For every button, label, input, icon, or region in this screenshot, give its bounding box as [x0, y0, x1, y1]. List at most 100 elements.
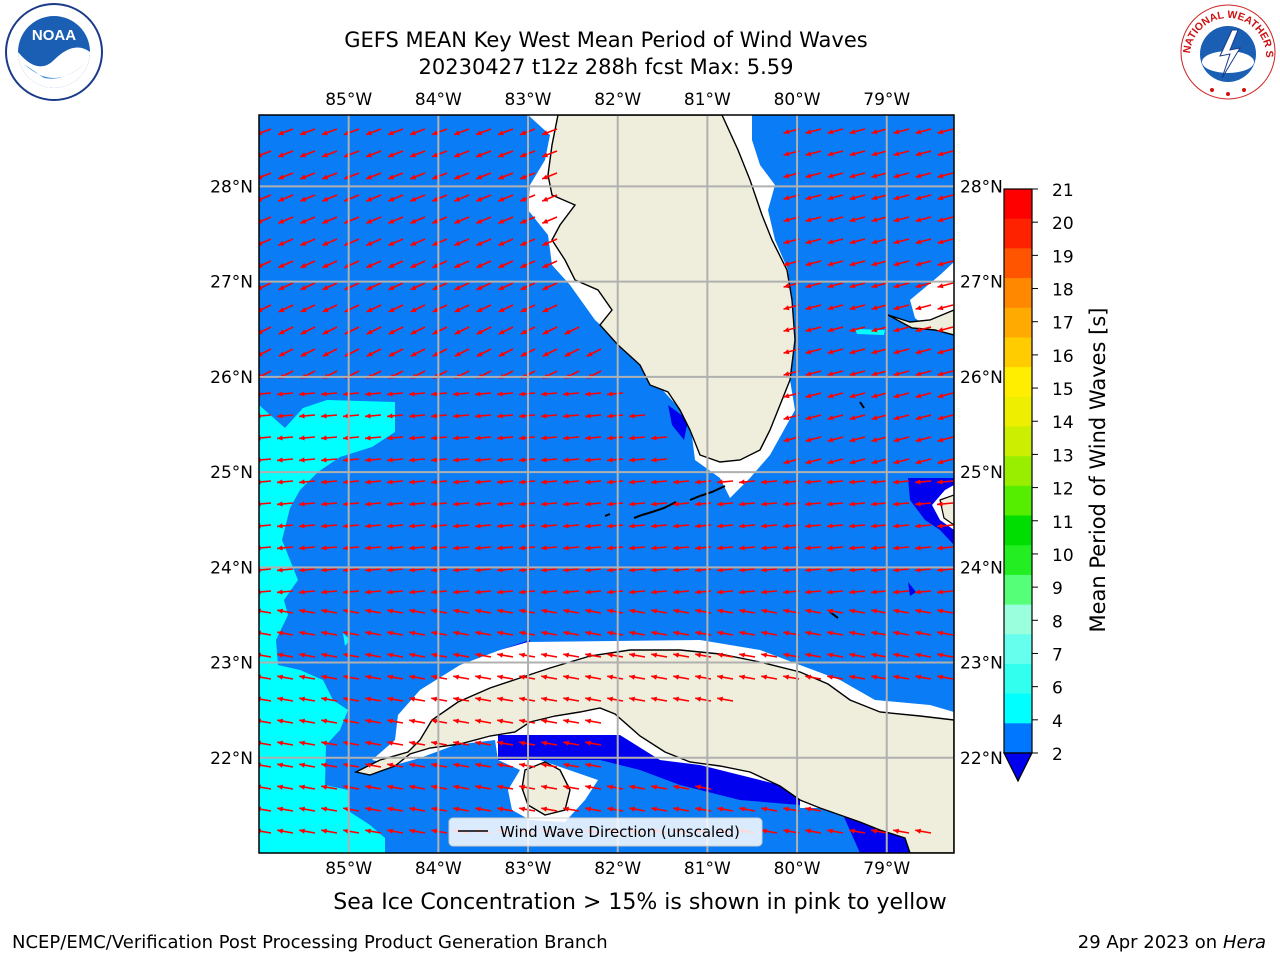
wave-direction-arrowhead	[937, 545, 943, 551]
wave-direction-arrowhead	[607, 567, 613, 573]
land-cuba	[353, 649, 954, 853]
wave-direction-arrowhead	[849, 479, 855, 485]
lat-tick-label-left: 28°N	[210, 177, 253, 197]
wave-direction-arrowhead	[410, 174, 417, 180]
wave-direction-arrowhead	[563, 457, 569, 463]
wave-direction-arrowhead	[827, 501, 833, 507]
wave-direction-arrow	[259, 304, 272, 312]
wave-direction-arrowhead	[827, 349, 834, 355]
wave-direction-arrowhead	[277, 828, 284, 834]
wave-direction-arrowhead	[365, 806, 372, 812]
wave-direction-arrowhead	[431, 391, 437, 397]
wave-direction-arrowhead	[541, 567, 547, 573]
wave-direction-arrowhead	[761, 567, 767, 573]
wave-direction-arrowhead	[299, 391, 305, 397]
wave-direction-arrowhead	[409, 762, 416, 768]
wave-direction-arrow	[259, 764, 272, 768]
wave-direction-arrowhead	[365, 718, 372, 724]
wave-direction-arrowhead	[365, 608, 372, 614]
wave-direction-arrowhead	[388, 240, 395, 246]
wave-direction-arrowhead	[871, 567, 877, 573]
wave-direction-arrowhead	[519, 479, 525, 485]
wave-direction-arrowhead	[453, 762, 460, 768]
wave-direction-arrowhead	[695, 784, 702, 790]
wave-direction-arrowhead	[343, 806, 350, 812]
wave-direction-arrowhead	[322, 262, 329, 268]
wave-direction-arrowhead	[871, 129, 878, 135]
wave-direction-arrowhead	[849, 261, 856, 267]
wave-direction-arrowhead	[849, 501, 855, 507]
wave-direction-arrowhead	[893, 195, 900, 201]
wave-direction-arrowhead	[937, 239, 944, 245]
wave-direction-arrowhead	[475, 523, 481, 529]
wave-direction-arrowhead	[563, 674, 570, 680]
wave-direction-arrowhead	[475, 806, 482, 812]
colorbar-tick-label: 18	[1052, 281, 1074, 301]
wave-direction-arrowhead	[937, 652, 944, 658]
wave-direction-arrowhead	[871, 393, 878, 399]
wave-direction-arrowhead	[695, 501, 701, 507]
wave-direction-arrowhead	[410, 130, 416, 136]
wave-direction-arrowhead	[365, 589, 371, 595]
wave-direction-arrowhead	[541, 501, 547, 507]
lon-tick-label-top: 83°W	[505, 90, 552, 110]
wave-direction-arrowhead	[259, 174, 263, 180]
wave-direction-arrowhead	[805, 151, 812, 157]
wave-direction-arrowhead	[783, 371, 790, 377]
wave-direction-arrowhead	[277, 391, 283, 397]
wave-direction-arrowhead	[739, 545, 745, 551]
wave-direction-arrowhead	[805, 828, 812, 834]
wave-direction-arrowhead	[343, 828, 350, 834]
lat-tick-label-left: 25°N	[210, 463, 253, 483]
wave-direction-arrowhead	[563, 806, 570, 812]
wave-direction-arrowhead	[915, 567, 921, 573]
wave-direction-arrowhead	[343, 740, 350, 746]
wave-direction-arrowhead	[629, 457, 635, 463]
wave-direction-arrowhead	[563, 762, 570, 768]
wave-direction-arrowhead	[497, 740, 504, 746]
lon-tick-label-bottom: 83°W	[505, 859, 552, 879]
wave-direction-arrowhead	[563, 567, 569, 573]
wave-direction-arrowhead	[343, 630, 350, 636]
wave-direction-arrowhead	[409, 435, 415, 441]
wave-direction-arrowhead	[915, 415, 922, 421]
wave-direction-arrowhead	[388, 329, 395, 335]
wave-direction-arrowhead	[783, 283, 790, 289]
wave-direction-arrowhead	[541, 457, 547, 463]
wave-direction-arrowhead	[629, 652, 636, 658]
wave-direction-arrowhead	[871, 652, 878, 658]
wave-direction-arrowhead	[673, 784, 680, 790]
wave-direction-arrowhead	[432, 240, 439, 246]
wave-direction-arrowhead	[322, 174, 329, 180]
wave-direction-arrowhead	[300, 307, 307, 312]
colorbar-label: Mean Period of Wind Waves [s]	[1086, 308, 1110, 633]
map-legend: Wind Wave Direction (unscaled)	[448, 817, 763, 847]
wave-direction-arrowhead	[299, 718, 306, 724]
wave-direction-arrowhead	[343, 413, 349, 419]
wave-direction-arrowhead	[849, 173, 856, 179]
wave-direction-arrowhead	[717, 674, 724, 680]
wave-direction-arrowhead	[300, 130, 306, 136]
wind-wave-arrows	[259, 128, 954, 834]
wave-direction-arrowhead	[563, 740, 570, 746]
lon-tick-label-top: 80°W	[774, 90, 821, 110]
wave-direction-arrowhead	[475, 501, 481, 507]
wave-direction-arrowhead	[629, 501, 635, 507]
wave-direction-arrowhead	[431, 545, 437, 551]
wave-direction-arrowhead	[783, 567, 789, 573]
wave-direction-arrow	[259, 610, 272, 614]
wave-direction-arrowhead	[871, 828, 878, 834]
wave-direction-arrowhead	[454, 262, 461, 268]
legend-label: Wind Wave Direction (unscaled)	[500, 823, 740, 841]
wave-direction-arrowhead	[783, 327, 790, 333]
wave-direction-arrowhead	[343, 479, 349, 485]
cyan-region-west	[259, 400, 395, 853]
wave-direction-arrowhead	[387, 479, 393, 485]
wave-direction-arrowhead	[827, 217, 834, 223]
wave-direction-arrowhead	[409, 391, 415, 397]
wave-direction-arrowhead	[387, 391, 393, 397]
colorbar: 2 4 6 7 8 9 10 11 12 13 14 15 16 17 18 19 20 21	[1003, 181, 1074, 783]
wave-direction-arrowhead	[431, 718, 438, 724]
wave-direction-arrowhead	[299, 762, 306, 768]
wave-direction-arrowhead	[629, 545, 635, 551]
